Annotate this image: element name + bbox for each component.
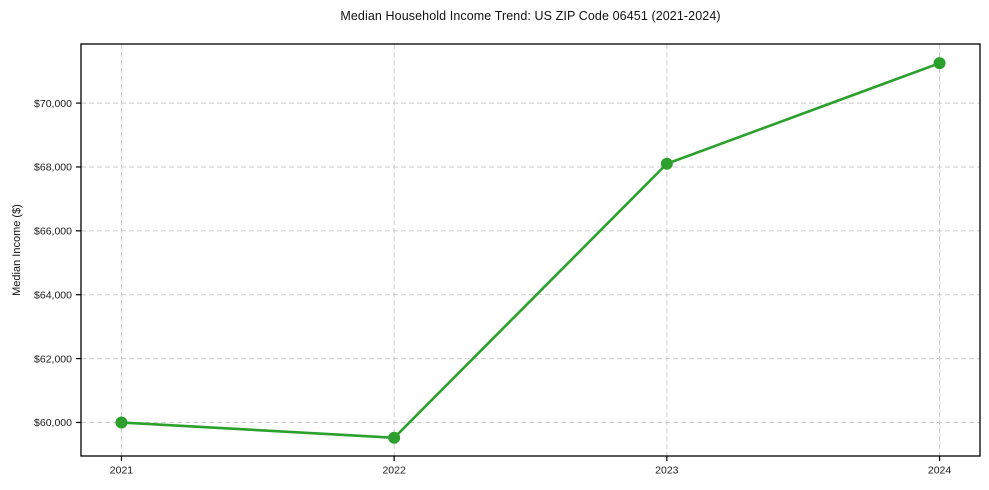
data-point-marker	[660, 157, 673, 170]
y-tick-label: $64,000	[34, 289, 72, 301]
y-tick-label: $68,000	[34, 162, 72, 174]
plot-border	[80, 43, 981, 457]
y-tick-label: $60,000	[34, 417, 72, 429]
x-tick-label: 2024	[928, 465, 952, 477]
data-point-marker	[115, 416, 128, 429]
x-tick-label: 2021	[110, 465, 134, 477]
data-point-marker	[388, 431, 401, 444]
trend-line	[120, 61, 941, 440]
x-tick-label: 2023	[655, 465, 679, 477]
y-tick-label: $62,000	[34, 353, 72, 365]
y-tick-label: $70,000	[34, 98, 72, 110]
chart-title: Median Household Income Trend: US ZIP Co…	[340, 9, 721, 23]
x-tick-label: 2022	[382, 465, 406, 477]
y-tick-label: $66,000	[34, 226, 72, 238]
data-point-marker	[933, 57, 946, 70]
